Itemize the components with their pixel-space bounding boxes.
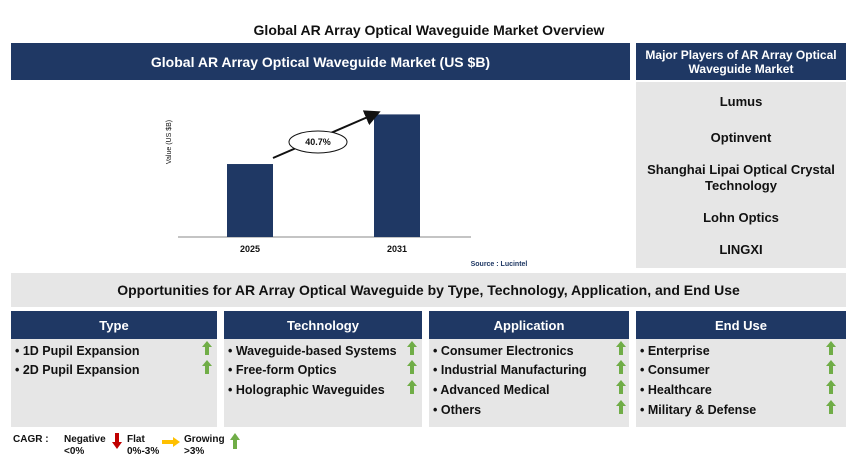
list-item: • Industrial Manufacturing [433,363,587,377]
growth-up-icon [616,360,626,374]
growth-up-icon [826,341,836,355]
y-axis-label: Value (US $B) [166,120,173,164]
column-body-type: • 1D Pupil Expansion • 2D Pupil Expansio… [11,339,217,427]
growth-up-icon [407,341,417,355]
x-tick-label: 2025 [240,244,260,254]
cagr-ellipse [288,130,348,154]
column-body-application: • Consumer Electronics • Industrial Manu… [429,339,629,427]
growth-up-icon [407,380,417,394]
growth-up-icon [826,380,836,394]
column-header-end-use: End Use [636,311,846,339]
bar-2031 [374,114,420,237]
chart-header: Global AR Array Optical Waveguide Market… [11,43,630,80]
growth-up-icon [826,400,836,414]
legend-negative-label: Negative <0% [64,434,106,457]
source-label: Source : Lucintel [471,261,528,268]
column-body-end-use: • Enterprise • Consumer • Healthcare • M… [636,339,846,427]
x-tick-label: 2031 [387,244,407,254]
players-header: Major Players of AR Array Optical Wavegu… [636,43,846,80]
list-item: • Enterprise [640,344,710,358]
bar-2025 [227,164,273,237]
player-item: Shanghai Lipai Optical Crystal Technolog… [647,162,835,193]
cagr-label: CAGR : [13,434,49,445]
player-item: Lohn Optics [703,210,779,225]
up-arrow-icon [230,433,240,449]
list-item: • Free-form Optics [228,363,337,377]
list-item: • 1D Pupil Expansion [15,344,140,358]
list-item: • Military & Defense [640,403,757,417]
column-header-technology: Technology [224,311,422,339]
player-item: LINGXI [719,242,763,257]
page-title: Global AR Array Optical Waveguide Market… [253,22,605,38]
growth-up-icon [616,380,626,394]
growth-up-icon [616,341,626,355]
bar-chart: Value (US $B) 2025 2031 40.7% Source : Lu… [166,110,528,268]
player-item: Optinvent [710,130,772,145]
growth-up-icon [202,360,212,374]
growth-up-icon [202,341,212,355]
list-item: • Others [433,403,482,417]
right-arrow-icon [162,437,180,447]
column-header-application: Application [429,311,629,339]
list-item: • Healthcare [640,383,712,397]
list-item: • Consumer Electronics [433,344,574,358]
column-header-type: Type [11,311,217,339]
growth-up-icon [826,360,836,374]
list-item: • Waveguide-based Systems [228,344,397,358]
list-item: • Advanced Medical [433,383,550,397]
player-item: Lumus [719,94,763,109]
down-arrow-icon [112,433,122,449]
list-item: • Holographic Waveguides [228,383,385,397]
players-list: Lumus Optinvent Shanghai Lipai Optical C… [636,82,846,268]
column-body-technology: • Waveguide-based Systems • Free-form Op… [224,339,422,427]
growth-up-icon [616,400,626,414]
opportunities-title: Opportunities for AR Array Optical Waveg… [11,273,846,307]
legend-flat-label: Flat 0%-3% [127,434,160,457]
list-item: • 2D Pupil Expansion [15,363,140,377]
legend-growing-label: Growing >3% [184,434,225,457]
cagr-annotation: 40.7% [305,137,331,147]
growth-up-icon [407,360,417,374]
list-item: • Consumer [640,363,710,377]
